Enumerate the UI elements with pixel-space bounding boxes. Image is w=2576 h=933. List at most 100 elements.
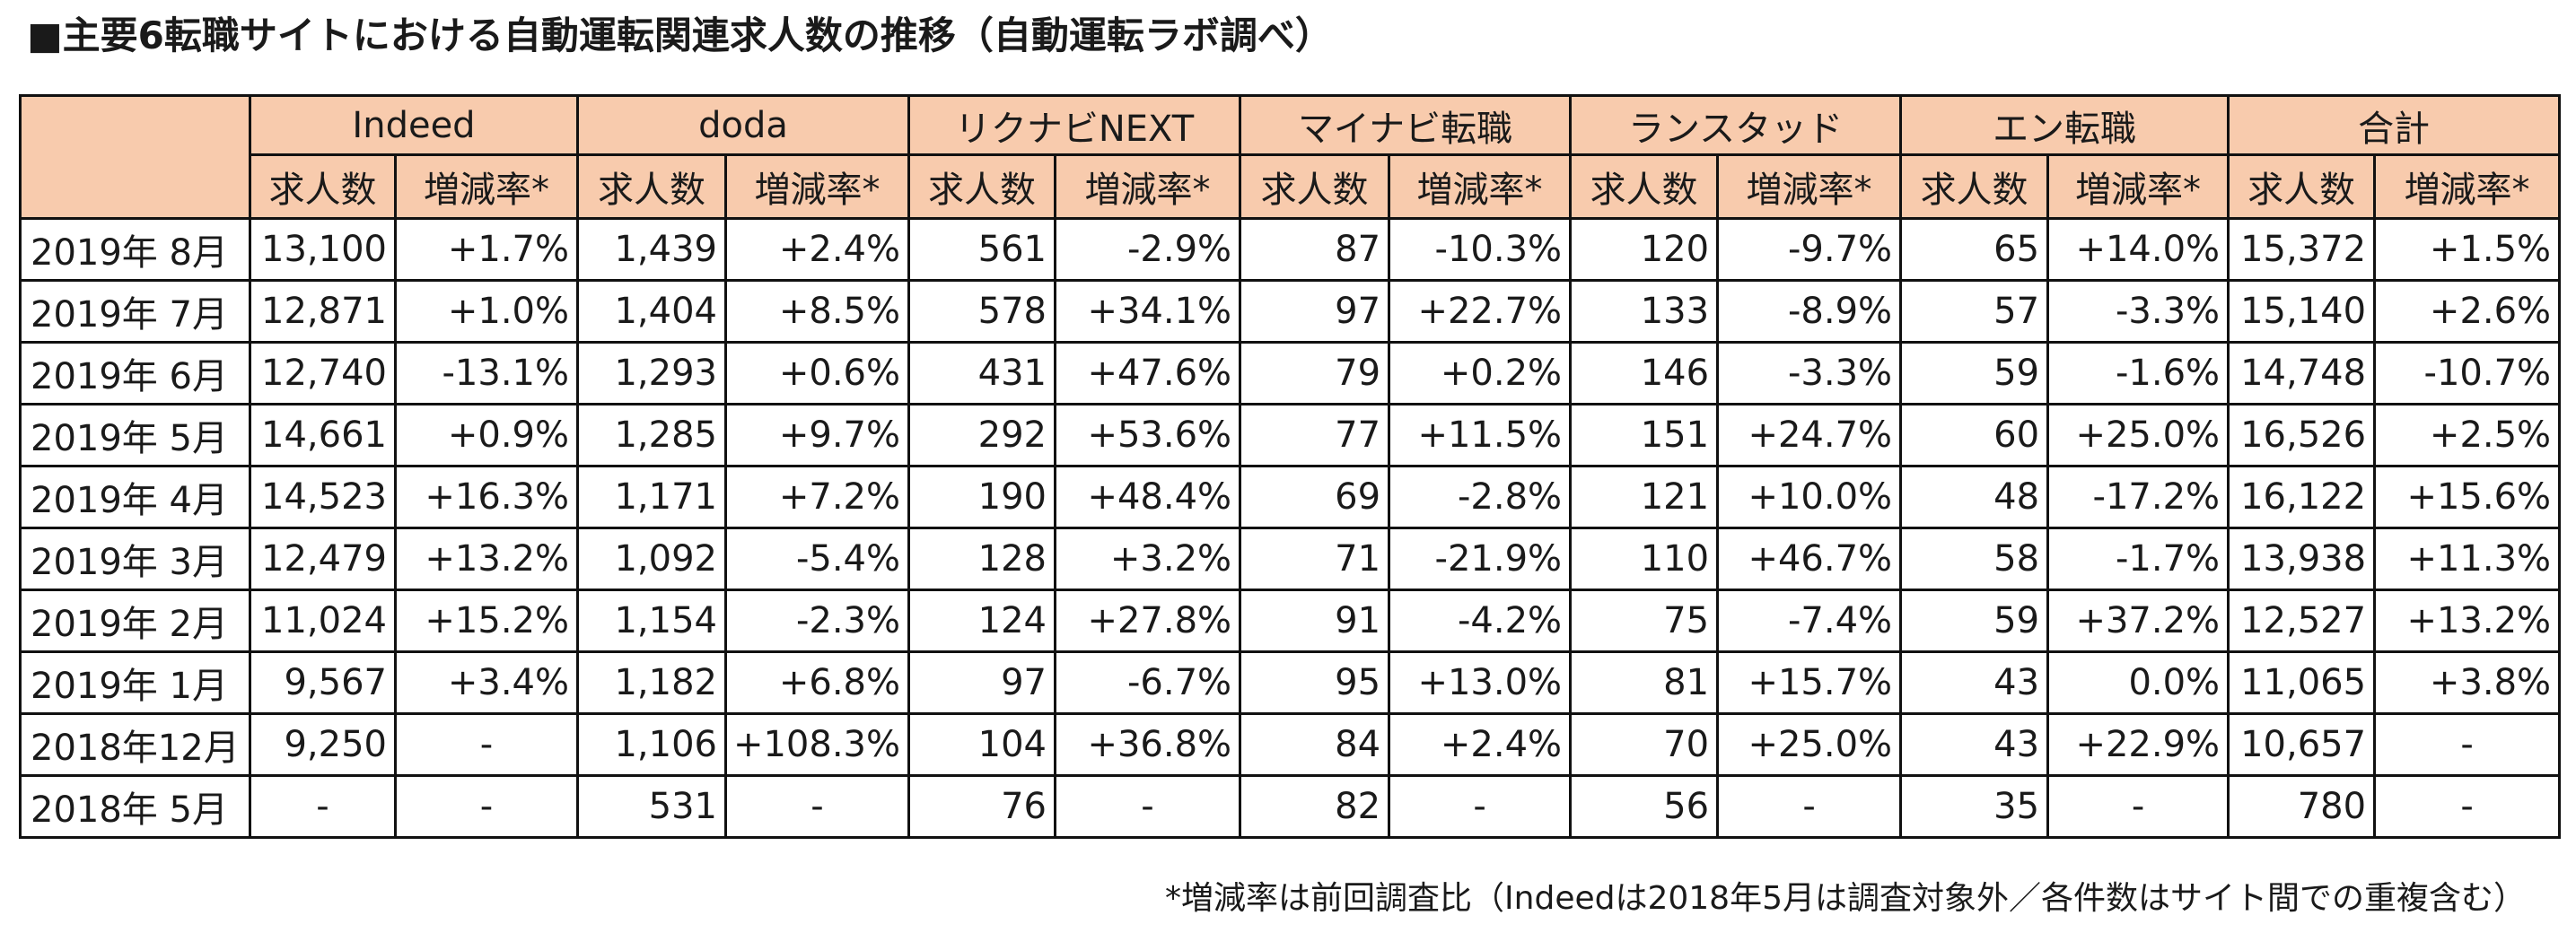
count-cell: 1,154 — [576, 589, 727, 653]
count-cell: 1,182 — [576, 650, 727, 715]
rate-cell: -17.2% — [2046, 465, 2230, 529]
count-cell: 1,285 — [576, 403, 727, 467]
count-cell: 133 — [1569, 279, 1720, 344]
count-cell: 1,404 — [576, 279, 727, 344]
count-cell: 120 — [1569, 217, 1720, 282]
table-row: 2019年 1月 9,567 +3.4% 1,182 +6.8% 97 -6.7% 95 +13… — [19, 650, 2562, 715]
count-cell: 11,065 — [2227, 650, 2377, 715]
footnote: *増減率は前回調査比（Indeedは2018年5月は調査対象外／各件数はサイト間… — [1165, 880, 2526, 917]
rate-cell: +3.8% — [2373, 650, 2562, 715]
rate-cell: - — [1388, 774, 1573, 839]
table-header: Indeed doda リクナビNEXT マイナビ転職 ランスタッド エン転職 合計 求人数… — [19, 94, 2562, 220]
count-cell: 13,100 — [249, 217, 397, 282]
count-cell: 1,293 — [576, 341, 727, 405]
rate-cell: -9.7% — [1716, 217, 1903, 282]
site-header: Indeed — [249, 94, 579, 156]
rate-cell: +0.6% — [723, 341, 911, 405]
rate-cell: +47.6% — [1054, 341, 1242, 405]
rate-cell: -4.2% — [1388, 589, 1573, 653]
rate-cell: -10.3% — [1388, 217, 1573, 282]
rate-cell: +1.0% — [394, 279, 579, 344]
rate-cell: +13.0% — [1388, 650, 1573, 715]
period-cell: 2019年 3月 — [19, 527, 251, 591]
count-cell: 81 — [1569, 650, 1720, 715]
count-cell: 10,657 — [2227, 712, 2377, 777]
count-cell: 1,092 — [576, 527, 727, 591]
count-cell: 76 — [907, 774, 1057, 839]
count-cell: 58 — [1899, 527, 2050, 591]
site-header: リクナビNEXT — [907, 94, 1242, 156]
rate-cell: -7.4% — [1716, 589, 1903, 653]
rate-cell: -2.3% — [723, 589, 911, 653]
rate-cell: +36.8% — [1054, 712, 1242, 777]
rate-cell: +1.5% — [2373, 217, 2562, 282]
rate-cell: +15.2% — [394, 589, 579, 653]
table-row: 2019年 8月 13,100 +1.7% 1,439 +2.4% 561 -2.9% 87-… — [19, 217, 2562, 282]
rate-cell: +3.4% — [394, 650, 579, 715]
rate-cell: +22.9% — [2046, 712, 2230, 777]
count-cell: 1,106 — [576, 712, 727, 777]
rate-cell: +25.0% — [2046, 403, 2230, 467]
rate-cell: +46.7% — [1716, 527, 1903, 591]
rate-cell: -5.4% — [723, 527, 911, 591]
site-header: エン転職 — [1899, 94, 2230, 156]
rate-cell: - — [723, 774, 911, 839]
rate-header: 増減率* — [2046, 153, 2230, 220]
count-cell: 59 — [1899, 341, 2050, 405]
rate-header: 増減率* — [2373, 153, 2562, 220]
count-cell: 57 — [1899, 279, 2050, 344]
count-cell: - — [249, 774, 397, 839]
count-cell: 35 — [1899, 774, 2050, 839]
rate-cell: +2.4% — [723, 217, 911, 282]
count-header: 求人数 — [1899, 153, 2050, 220]
count-cell: 121 — [1569, 465, 1720, 529]
page-title: ■主要6転職サイトにおける自動運転関連求人数の推移（自動運転ラボ調べ） — [27, 13, 1333, 57]
count-cell: 97 — [1239, 279, 1391, 344]
rate-cell: +0.9% — [394, 403, 579, 467]
table-row: 2019年 7月 12,871 +1.0% 1,404 +8.5% 578 +34.1% 97… — [19, 279, 2562, 344]
count-cell: 15,140 — [2227, 279, 2377, 344]
rate-cell: -2.9% — [1054, 217, 1242, 282]
count-cell: 16,122 — [2227, 465, 2377, 529]
count-cell: 578 — [907, 279, 1057, 344]
rate-cell: -13.1% — [394, 341, 579, 405]
rate-cell: -3.3% — [1716, 341, 1903, 405]
table-row: 2019年 5月 14,661 +0.9% 1,285 +9.7% 292 +53.6% 77… — [19, 403, 2562, 467]
count-cell: 292 — [907, 403, 1057, 467]
period-cell: 2019年 2月 — [19, 589, 251, 653]
count-cell: 14,748 — [2227, 341, 2377, 405]
count-cell: 43 — [1899, 650, 2050, 715]
job-count-table: Indeed doda リクナビNEXT マイナビ転職 ランスタッド エン転職 合計 求人数… — [19, 94, 2562, 839]
rate-header: 増減率* — [1054, 153, 1242, 220]
count-cell: 97 — [907, 650, 1057, 715]
rate-cell: 0.0% — [2046, 650, 2230, 715]
count-cell: 75 — [1569, 589, 1720, 653]
sub-header-row: 求人数 増減率* 求人数 増減率* 求人数 増減率* 求人数 増減率* 求人数 増減率* 求人数 増減… — [21, 153, 2562, 220]
count-header: 求人数 — [1569, 153, 1720, 220]
count-cell: 124 — [907, 589, 1057, 653]
rate-cell: -10.7% — [2373, 341, 2562, 405]
table-row: 2019年 4月 14,523 +16.3% 1,171 +7.2% 190 +48.4% 6… — [19, 465, 2562, 529]
rate-cell: +6.8% — [723, 650, 911, 715]
table-row: 2019年 3月 12,479 +13.2% 1,092 -5.4% 128 +3.2% 71… — [19, 527, 2562, 591]
count-cell: 104 — [907, 712, 1057, 777]
count-cell: 1,439 — [576, 217, 727, 282]
count-header: 求人数 — [576, 153, 727, 220]
rate-cell: +2.6% — [2373, 279, 2562, 344]
site-header: 合計 — [2227, 94, 2562, 156]
count-cell: 12,871 — [249, 279, 397, 344]
count-cell: 48 — [1899, 465, 2050, 529]
count-cell: 561 — [907, 217, 1057, 282]
count-header: 求人数 — [1239, 153, 1391, 220]
period-cell: 2019年 1月 — [19, 650, 251, 715]
rate-cell: +8.5% — [723, 279, 911, 344]
rate-cell: +11.5% — [1388, 403, 1573, 467]
rate-cell: -6.7% — [1054, 650, 1242, 715]
site-header-row: Indeed doda リクナビNEXT マイナビ転職 ランスタッド エン転職 合計 — [19, 94, 2562, 220]
rate-cell: +16.3% — [394, 465, 579, 529]
period-cell: 2018年 5月 — [19, 774, 251, 839]
count-cell: 82 — [1239, 774, 1391, 839]
rate-header: 増減率* — [394, 153, 579, 220]
count-cell: 14,661 — [249, 403, 397, 467]
count-cell: 128 — [907, 527, 1057, 591]
